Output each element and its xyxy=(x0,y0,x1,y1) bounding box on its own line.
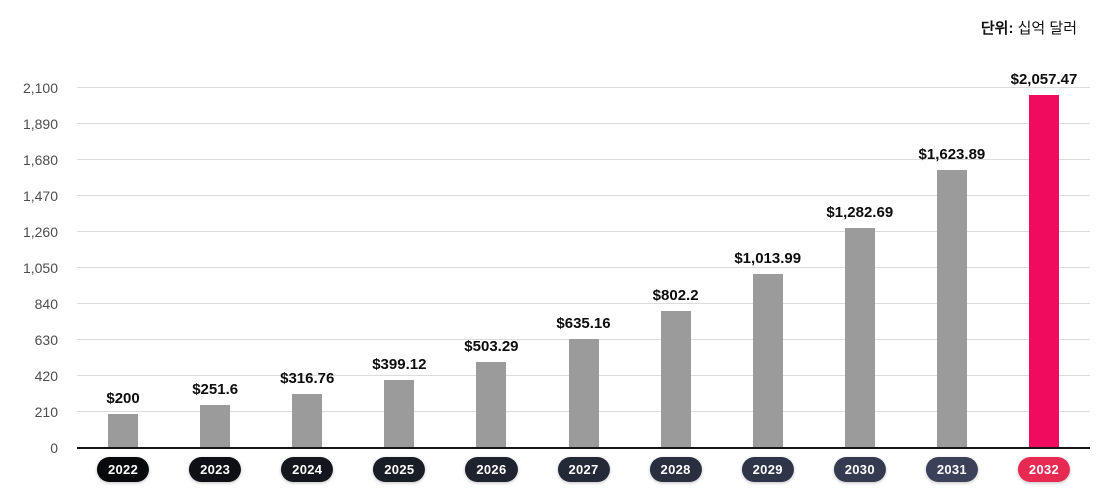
bar-value-label-2026: $503.29 xyxy=(464,337,519,355)
y-axis-tick-label: 2,100 xyxy=(22,80,58,96)
y-axis-tick-label: 1,890 xyxy=(22,116,58,132)
year-pill-2022: 2022 xyxy=(96,457,150,482)
bar-value-label-2022: $200 xyxy=(106,389,140,407)
bar-2029 xyxy=(752,274,783,448)
year-pill-2031: 2031 xyxy=(925,457,978,482)
bar-value-label-2032: $2,057.47 xyxy=(1010,71,1078,89)
gridline xyxy=(77,231,1090,232)
bar-value-label-2029: $1,013.99 xyxy=(734,250,802,268)
y-axis-tick-label: 1,680 xyxy=(22,152,58,168)
year-pill-2023: 2023 xyxy=(189,457,242,482)
bar-columns: $200 2022 $251.6 2023 $316.76 2024 $399.12 2025… xyxy=(77,71,1090,482)
bar-2030 xyxy=(844,228,875,448)
bar-value-label-2031: $1,623.89 xyxy=(918,145,986,163)
bar-column-2023: $251.6 2023 xyxy=(169,88,261,482)
bar-2028 xyxy=(660,310,691,448)
year-pill-2029: 2029 xyxy=(741,457,794,482)
bar-2027 xyxy=(568,339,599,448)
year-pill-2026: 2026 xyxy=(465,457,518,482)
bar-column-2025: $399.12 2025 xyxy=(353,88,445,482)
y-axis: 0 210 420 630 840 1,050 1,260 1,470 1,680 1,890 2,… xyxy=(0,80,58,456)
bar-value-label-2023: $251.6 xyxy=(192,380,239,398)
gridline xyxy=(77,303,1090,304)
bar-value-label-2028: $802.2 xyxy=(652,286,699,304)
bar-value-label-2025: $399.12 xyxy=(372,355,427,373)
year-pill-2032: 2032 xyxy=(1017,457,1071,482)
plot-area: $200 2022 $251.6 2023 $316.76 2024 $399.12 2025… xyxy=(77,71,1090,482)
gridline xyxy=(77,87,1090,88)
y-axis-tick-label: 1,260 xyxy=(22,224,58,240)
y-axis-tick-label: 630 xyxy=(34,332,58,348)
bar-column-2030: $1,282.69 2030 xyxy=(814,88,906,482)
year-pill-2027: 2027 xyxy=(557,457,610,482)
gridline xyxy=(77,267,1090,268)
y-axis-tick-label: 420 xyxy=(34,368,58,384)
bar-value-label-2027: $635.16 xyxy=(556,315,611,333)
y-axis-tick-label: 1,050 xyxy=(22,260,58,276)
bar-column-2032: $2,057.47 2032 xyxy=(998,71,1090,482)
bar-2025 xyxy=(384,379,415,448)
bar-column-2028: $802.2 2028 xyxy=(630,88,722,482)
y-axis-tick-label: 1,470 xyxy=(22,188,58,204)
year-pill-2025: 2025 xyxy=(373,457,426,482)
y-axis-tick-label: 210 xyxy=(34,404,58,420)
bar-column-2022: $200 2022 xyxy=(77,88,169,482)
year-pill-2028: 2028 xyxy=(649,457,702,482)
y-axis-tick-label: 0 xyxy=(50,440,58,456)
bar-column-2027: $635.16 2027 xyxy=(537,88,629,482)
gridline xyxy=(77,195,1090,196)
year-pill-2030: 2030 xyxy=(833,457,886,482)
bar-2031 xyxy=(936,169,967,448)
bar-2023 xyxy=(200,404,231,448)
bar-2026 xyxy=(476,361,507,448)
y-axis-tick-label: 840 xyxy=(34,296,58,312)
bar-column-2026: $503.29 2026 xyxy=(445,88,537,482)
unit-label-text: 십억 달러 xyxy=(1013,20,1077,37)
bar-column-2029: $1,013.99 2029 xyxy=(722,88,814,482)
unit-label: 단위: 십억 달러 xyxy=(981,17,1077,38)
gridline xyxy=(77,159,1090,160)
year-pill-2024: 2024 xyxy=(281,457,334,482)
x-axis-baseline xyxy=(77,447,1090,449)
unit-label-prefix: 단위: xyxy=(980,20,1014,37)
bar-2022 xyxy=(108,413,139,448)
gridline xyxy=(77,123,1090,124)
bar-2032 xyxy=(1028,95,1059,448)
bar-value-label-2030: $1,282.69 xyxy=(826,204,894,222)
bar-value-label-2024: $316.76 xyxy=(280,369,335,387)
bar-column-2031: $1,623.89 2031 xyxy=(906,88,998,482)
bar-2024 xyxy=(292,393,323,448)
bar-column-2024: $316.76 2024 xyxy=(261,88,353,482)
